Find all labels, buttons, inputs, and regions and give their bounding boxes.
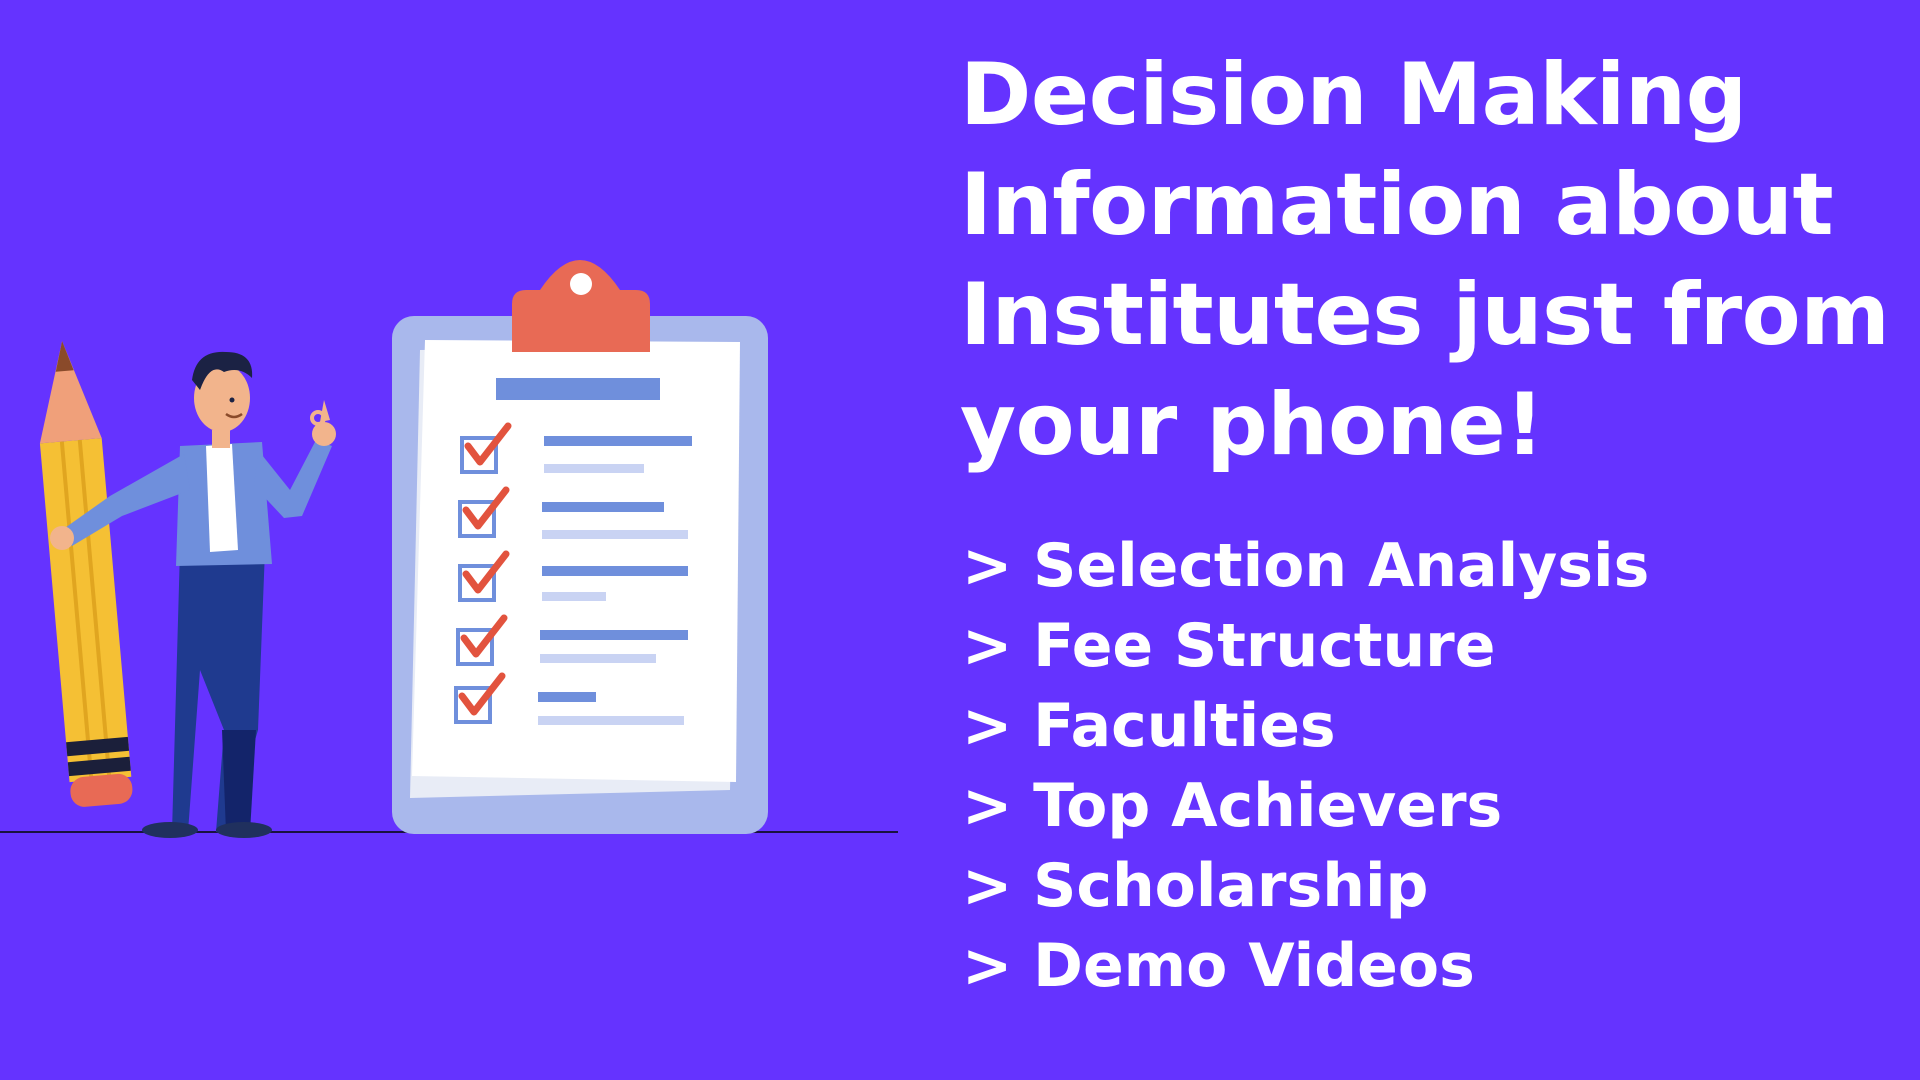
feature-list: > Selection Analysis > Fee Structure > F… (962, 526, 1649, 1006)
feature-faculties: > Faculties (962, 691, 1336, 761)
feature-demo-videos: > Demo Videos (962, 931, 1475, 1001)
checklist-row-4 (456, 614, 688, 666)
headline-line-1: Decision Making (960, 45, 1747, 145)
headline-line-2: Information about (960, 155, 1834, 255)
person-figure (50, 351, 336, 838)
checklist-rows (454, 422, 692, 725)
headline-line-3: Institutes just from (960, 265, 1890, 365)
feature-selection-analysis: > Selection Analysis (962, 531, 1650, 601)
checklist-row-1 (460, 422, 692, 474)
headline: Decision Making Information about Instit… (960, 40, 1890, 480)
checklist-illustration (0, 260, 898, 838)
feature-top-achievers: > Top Achievers (962, 771, 1503, 841)
headline-line-4: your phone! (960, 375, 1544, 475)
feature-fee-structure: > Fee Structure (962, 611, 1496, 681)
checklist-row-5 (454, 672, 684, 725)
checklist-row-3 (458, 550, 688, 602)
checklist-row-2 (458, 486, 688, 539)
clipboard-icon (392, 260, 768, 834)
feature-scholarship: > Scholarship (962, 851, 1429, 921)
pencil-icon (39, 341, 133, 807)
